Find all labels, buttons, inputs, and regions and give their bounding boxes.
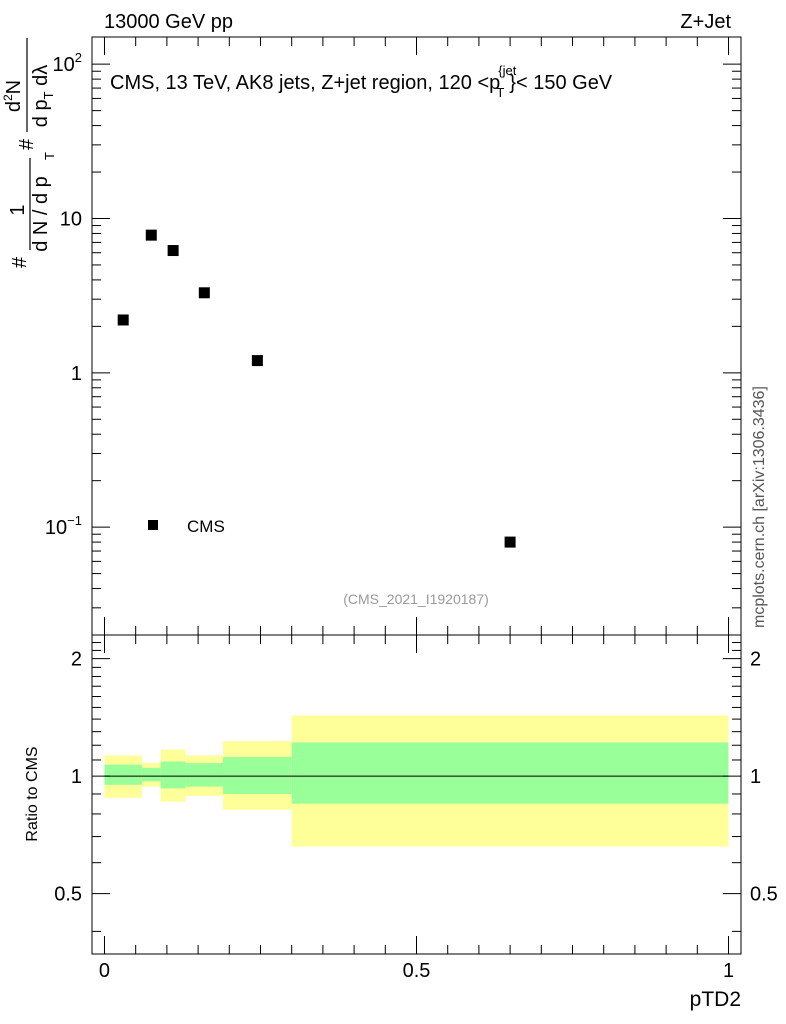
ylabel-den-sub: T	[42, 152, 57, 160]
data-point	[145, 229, 157, 241]
ratio-y-axis-label: Ratio to CMS	[24, 746, 41, 841]
main-x-ticks	[103, 37, 730, 635]
main-y-tick-label: 102	[53, 50, 82, 76]
title-tail: < 150 GeV	[516, 72, 613, 94]
main-y-tick-label-exp: 2	[75, 50, 82, 65]
stat-uncertainty-band	[141, 767, 161, 782]
ylabel-frac-num: d2N	[1, 80, 25, 112]
main-y-tick-label: 10	[60, 208, 82, 230]
header-left: 13000 GeV pp	[104, 11, 233, 33]
ratio-y-tick-label-right: 1	[750, 766, 761, 788]
ratio-x-tick-labels: 0 0.5 1	[99, 960, 734, 982]
ylabel-frac-den: d pT dλ	[30, 65, 56, 127]
legend: CMS	[148, 517, 225, 536]
x-axis-label: pTD2	[690, 988, 741, 1011]
title-main-text: CMS, 13 TeV, AK8 jets, Z+jet region, 120…	[110, 72, 500, 94]
data-point	[117, 314, 129, 326]
ylabel-num-sharp: #	[9, 256, 31, 268]
x-tick-label: 0	[99, 960, 110, 982]
main-data-points	[117, 229, 516, 548]
stat-uncertainty-band	[104, 764, 142, 785]
ylabel-den: d N / d p	[30, 176, 52, 252]
main-y-tick-label-exp: −1	[67, 513, 82, 528]
ratio-y-tick-label: 0.5	[54, 884, 82, 906]
stat-uncertainty-band	[223, 756, 292, 794]
main-plot-frame	[91, 36, 742, 636]
data-point	[251, 355, 263, 367]
x-tick-label: 0.5	[403, 960, 431, 982]
ratio-y-tick-label: 1	[71, 766, 82, 788]
main-y-tick-label: 1	[71, 363, 82, 385]
ylabel-frac-num-d: d	[3, 101, 25, 112]
ratio-x-ticks	[103, 635, 730, 954]
data-point	[167, 245, 179, 257]
main-y-tick-label-base: 10	[45, 517, 67, 539]
legend-marker-cms	[148, 520, 158, 530]
ylabel-frac-den-sub: T	[41, 91, 56, 99]
ylabel-frac-num-n: N	[3, 80, 25, 94]
ratio-panel: 2 21 10.5 0.5 0 0.5 1 Ratio to CMS pTD2	[24, 634, 778, 1011]
ylabel-frac-num-sup: 2	[1, 94, 15, 101]
stat-uncertainty-band	[291, 742, 729, 804]
data-point	[504, 536, 516, 548]
ratio-y-ticks	[92, 642, 741, 932]
main-title: CMS, 13 TeV, AK8 jets, Z+jet region, 120…	[110, 63, 613, 100]
legend-label-cms: CMS	[187, 517, 225, 536]
header-right: Z+Jet	[680, 11, 731, 33]
ylabel-num: 1	[7, 204, 29, 215]
side-label: mcplots.cern.ch [arXiv:1306.3436]	[751, 386, 768, 628]
ylabel-frac-den-tail: d	[30, 75, 52, 92]
title-sup: {jet	[498, 63, 516, 78]
main-y-tick-label-base: 10	[53, 54, 75, 76]
x-tick-label: 1	[723, 960, 734, 982]
ratio-y-tick-label-right: 2	[750, 649, 761, 671]
ratio-y-tick-label-right: 0.5	[750, 884, 778, 906]
main-y-axis-label: # 1 d N / d p T # d2N d pT dλ	[1, 38, 57, 268]
stat-uncertainty-band	[160, 761, 186, 789]
ylabel-frac-den-d: d p	[30, 99, 52, 127]
main-y-ticks	[92, 63, 741, 636]
ratio-y-tick-labels: 2 2 1 1 0.5 0.5	[54, 649, 778, 906]
data-point	[198, 287, 210, 299]
ratio-y-tick-label: 2	[71, 649, 82, 671]
ratio-bands	[104, 715, 729, 847]
title-close: }	[509, 72, 516, 94]
stat-uncertainty-band	[185, 763, 224, 787]
title-sub: T	[496, 85, 504, 100]
watermark: (CMS_2021_I1920187)	[343, 591, 489, 607]
ylabel-lambda: λ	[30, 65, 52, 75]
main-y-tick-label: 10−1	[45, 513, 82, 539]
ylabel-frac-sharp: #	[16, 138, 38, 150]
